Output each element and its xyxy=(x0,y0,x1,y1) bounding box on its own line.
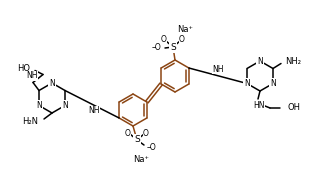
Text: Na⁺: Na⁺ xyxy=(177,25,193,34)
Text: O: O xyxy=(179,35,185,44)
Text: S: S xyxy=(134,135,140,144)
Text: H₂N: H₂N xyxy=(22,116,38,125)
Text: –O: –O xyxy=(147,143,157,152)
Text: NH: NH xyxy=(212,65,224,74)
Text: NH: NH xyxy=(26,71,38,80)
Text: O: O xyxy=(143,129,149,138)
Text: NH₂: NH₂ xyxy=(285,57,301,66)
Text: O: O xyxy=(161,35,167,44)
Text: Na⁺: Na⁺ xyxy=(133,156,149,165)
Text: N: N xyxy=(49,79,55,88)
Text: NH: NH xyxy=(88,106,100,115)
Text: HN: HN xyxy=(253,101,265,110)
Text: N: N xyxy=(62,101,68,110)
Text: N: N xyxy=(270,79,276,88)
Text: OH: OH xyxy=(288,103,301,112)
Text: –O: –O xyxy=(151,43,161,52)
Text: N: N xyxy=(257,57,263,66)
Text: O: O xyxy=(125,129,131,138)
Text: S: S xyxy=(170,43,176,52)
Text: N: N xyxy=(36,101,42,110)
Text: HO: HO xyxy=(17,64,30,73)
Text: N: N xyxy=(244,79,250,88)
